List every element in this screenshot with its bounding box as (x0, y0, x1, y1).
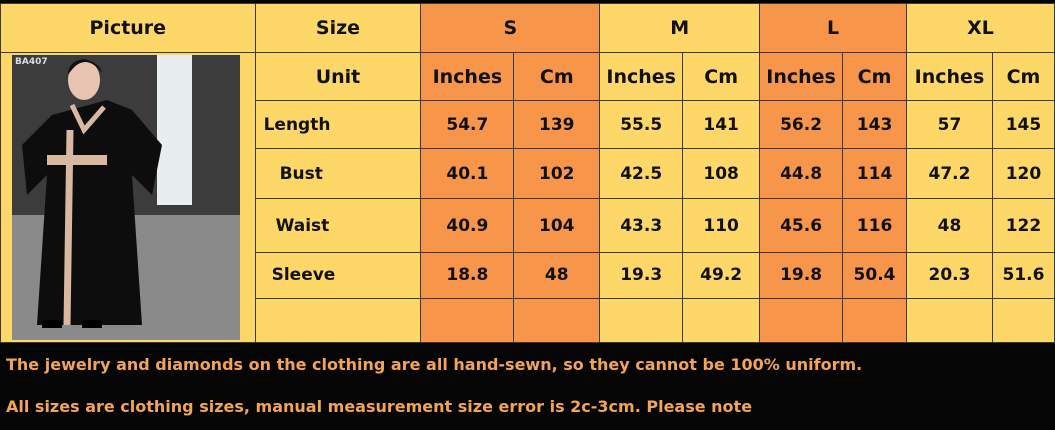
unit: Inches (420, 52, 515, 101)
size-l-header: L (759, 3, 907, 53)
notes-panel: The jewelry and diamonds on the clothing… (0, 343, 1055, 430)
table-row: Bust 40.1 102 42.5 108 44.8 114 47.2 120 (1, 148, 1055, 199)
size-s-header: S (420, 3, 601, 53)
size-header: Size (254, 3, 422, 53)
cell: 47.2 (906, 148, 993, 199)
cell: 19.3 (599, 252, 684, 299)
cell: 18.8 (420, 252, 515, 299)
note-measurement-error: All sizes are clothing sizes, manual mea… (6, 397, 753, 416)
cell: 42.5 (599, 148, 684, 199)
cell: 20.3 (906, 252, 993, 299)
cell: 48 (906, 198, 993, 253)
cell: 40.1 (420, 148, 515, 199)
note-hand-sewn: The jewelry and diamonds on the clothing… (6, 355, 863, 374)
table-row: Sleeve 18.8 48 19.3 49.2 19.8 50.4 20.3 … (1, 252, 1055, 299)
cell: 108 (682, 148, 761, 199)
cell: 40.9 (420, 198, 515, 253)
cell: 122 (991, 198, 1055, 253)
row-label: Bust (254, 148, 422, 199)
cell: 110 (682, 198, 761, 253)
row-label: Waist (254, 198, 422, 253)
unit-label: Unit (254, 52, 422, 101)
cell: 43.3 (599, 198, 684, 253)
cell: 54.7 (420, 100, 515, 149)
table-row: Waist 40.9 104 43.3 110 45.6 116 48 122 (1, 198, 1055, 253)
unit: Inches (599, 52, 684, 101)
cell: 51.6 (991, 252, 1055, 299)
cell: 139 (513, 100, 601, 149)
size-m-header: M (599, 3, 761, 53)
unit: Cm (991, 52, 1055, 101)
cell: 56.2 (759, 100, 844, 149)
cell: 120 (991, 148, 1055, 199)
cell: 49.2 (682, 252, 761, 299)
cell: 104 (513, 198, 601, 253)
cell: 102 (513, 148, 601, 199)
cell: 44.8 (759, 148, 844, 199)
cell: 141 (682, 100, 761, 149)
cell: 50.4 (842, 252, 907, 299)
row-label: Sleeve (254, 252, 422, 299)
cell: 143 (842, 100, 907, 149)
cell: 114 (842, 148, 907, 199)
image-label: BA407 (15, 57, 48, 67)
cell: 55.5 (599, 100, 684, 149)
unit: Inches (906, 52, 993, 101)
row-label: Length (254, 100, 422, 149)
table-row: Length 54.7 139 55.5 141 56.2 143 57 145 (1, 100, 1055, 149)
size-xl-header: XL (906, 3, 1055, 53)
unit: Inches (759, 52, 844, 101)
product-photo: BA407 (12, 55, 240, 340)
cell: 145 (991, 100, 1055, 149)
unit: Cm (842, 52, 907, 101)
cell: 45.6 (759, 198, 844, 253)
cell: 48 (513, 252, 601, 299)
picture-header: Picture (0, 3, 256, 53)
cell: 19.8 (759, 252, 844, 299)
unit: Cm (682, 52, 761, 101)
cell: 57 (906, 100, 993, 149)
unit: Cm (513, 52, 601, 101)
cell: 116 (842, 198, 907, 253)
